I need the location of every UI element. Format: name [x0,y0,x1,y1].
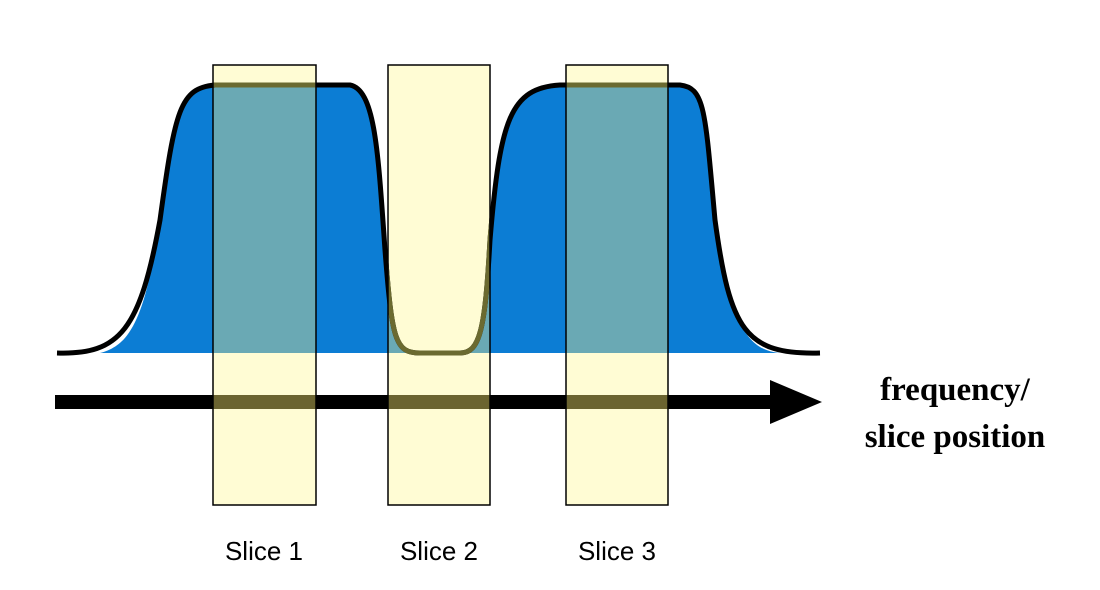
slice-label: Slice 3 [578,536,656,566]
axis-label: frequency/ [880,372,1031,408]
axis-label: slice position [865,419,1046,455]
slice-tinted-lines [213,85,668,409]
axis-arrow-head [770,380,822,424]
slice-label: Slice 2 [400,536,478,566]
slice-borders [212,64,669,506]
slice-label: Slice 1 [225,536,303,566]
slice-rect [388,65,490,505]
